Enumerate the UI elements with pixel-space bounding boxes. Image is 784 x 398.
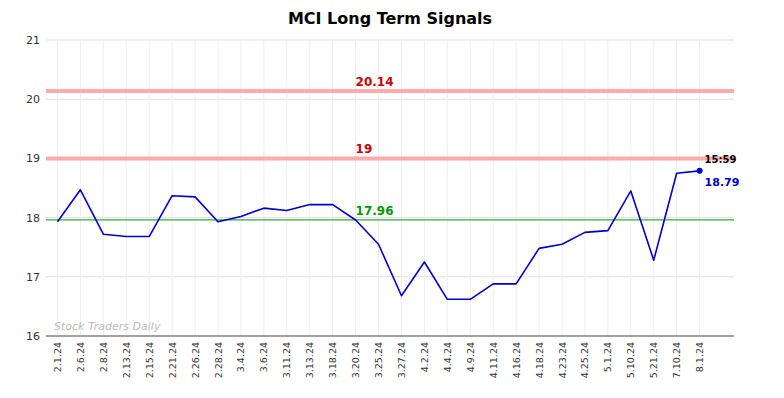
grid-line-x <box>516 40 517 336</box>
y-tick-label: 19 <box>26 152 40 165</box>
x-tick-label: 5.1.24 <box>602 342 613 372</box>
reference-label: 20.14 <box>356 75 394 89</box>
chart-container: 16 17 18 19 20 21 2.1.24 2.6.24 2.8.24 2.13.24 2.1… <box>0 0 784 398</box>
reference-label: 19 <box>356 142 373 156</box>
grid-line-x <box>401 40 402 336</box>
grid-line-x <box>149 40 150 336</box>
x-tick-label: 4.23.24 <box>557 342 568 378</box>
x-tick-label: 4.9.24 <box>465 342 476 372</box>
grid-line-x <box>263 40 264 336</box>
grid-line-x <box>126 40 127 336</box>
grid-line-x <box>309 40 310 336</box>
grid-line-x <box>493 40 494 336</box>
grid-line-x <box>447 40 448 336</box>
x-tick-label: 4.11.24 <box>488 342 499 378</box>
grid-line-x <box>424 40 425 336</box>
grid-line-x <box>630 40 631 336</box>
reference-line <box>46 219 734 220</box>
grid-line-y <box>46 336 734 337</box>
grid-line-x <box>653 40 654 336</box>
x-tick-label: 4.16.24 <box>511 342 522 378</box>
grid-line-x <box>195 40 196 336</box>
x-tick-label: 3.27.24 <box>396 342 407 378</box>
grid-line-x <box>80 40 81 336</box>
reference-line <box>46 89 734 93</box>
grid-line-x <box>286 40 287 336</box>
grid-line-x <box>562 40 563 336</box>
x-tick-label: 2.6.24 <box>75 342 86 372</box>
grid-line-x <box>57 40 58 336</box>
reference-line <box>46 156 734 160</box>
last-time-label: 15:59 <box>705 154 737 165</box>
x-tick-label: 2.13.24 <box>121 342 132 378</box>
x-tick-label: 2.21.24 <box>167 342 178 378</box>
x-tick-label: 2.8.24 <box>98 342 109 372</box>
x-tick-label: 8.1.24 <box>694 342 705 372</box>
x-tick-label: 3.25.24 <box>373 342 384 378</box>
x-tick-label: 5.10.24 <box>625 342 636 378</box>
x-tick-label: 5.21.24 <box>648 342 659 378</box>
x-tick-label: 3.11.24 <box>281 342 292 378</box>
x-tick-label: 2.28.24 <box>213 342 224 378</box>
grid-line-x <box>539 40 540 336</box>
grid-line-x <box>172 40 173 336</box>
watermark: Stock Traders Daily <box>54 320 161 333</box>
last-point <box>697 168 703 174</box>
x-tick-label: 2.26.24 <box>190 342 201 378</box>
x-tick-label: 4.25.24 <box>579 342 590 378</box>
grid-line-x <box>699 40 700 336</box>
chart: 16 17 18 19 20 21 2.1.24 2.6.24 2.8.24 2.13.24 2.1… <box>0 0 784 398</box>
y-tick-label: 20 <box>26 93 40 106</box>
plot-area <box>46 91 734 299</box>
x-tick-label: 3.18.24 <box>327 342 338 378</box>
x-tick-label: 4.2.24 <box>419 342 430 372</box>
x-tick-label: 4.18.24 <box>534 342 545 378</box>
reference-label: 17.96 <box>356 204 394 218</box>
grid-line-x <box>332 40 333 336</box>
grid-line-x <box>584 40 585 336</box>
grid-line-x <box>103 40 104 336</box>
y-tick-label: 18 <box>26 212 40 225</box>
x-axis-line <box>46 336 734 337</box>
grid-line-x <box>218 40 219 336</box>
title: MCI Long Term Signals <box>288 9 492 28</box>
last-value-label: 18.79 <box>705 176 740 189</box>
y-tick-label: 16 <box>26 330 40 343</box>
y-tick-label: 21 <box>26 34 40 47</box>
x-tick-label: 4.4.24 <box>442 342 453 372</box>
grid-line-x <box>470 40 471 336</box>
x-tick-label: 7.10.24 <box>671 342 682 378</box>
x-tick-label: 3.4.24 <box>235 342 246 372</box>
price-line <box>57 171 699 299</box>
x-tick-label: 2.15.24 <box>144 342 155 378</box>
grid-line-x <box>607 40 608 336</box>
y-tick-label: 17 <box>26 271 40 284</box>
x-tick-label: 3.20.24 <box>350 342 361 378</box>
grid-line-x <box>676 40 677 336</box>
grid <box>46 40 734 336</box>
x-tick-label: 2.1.24 <box>52 342 63 372</box>
x-tick-label: 3.6.24 <box>258 342 269 372</box>
grid-line-y <box>46 158 734 159</box>
x-tick-label: 3.13.24 <box>304 342 315 378</box>
grid-line-x <box>240 40 241 336</box>
